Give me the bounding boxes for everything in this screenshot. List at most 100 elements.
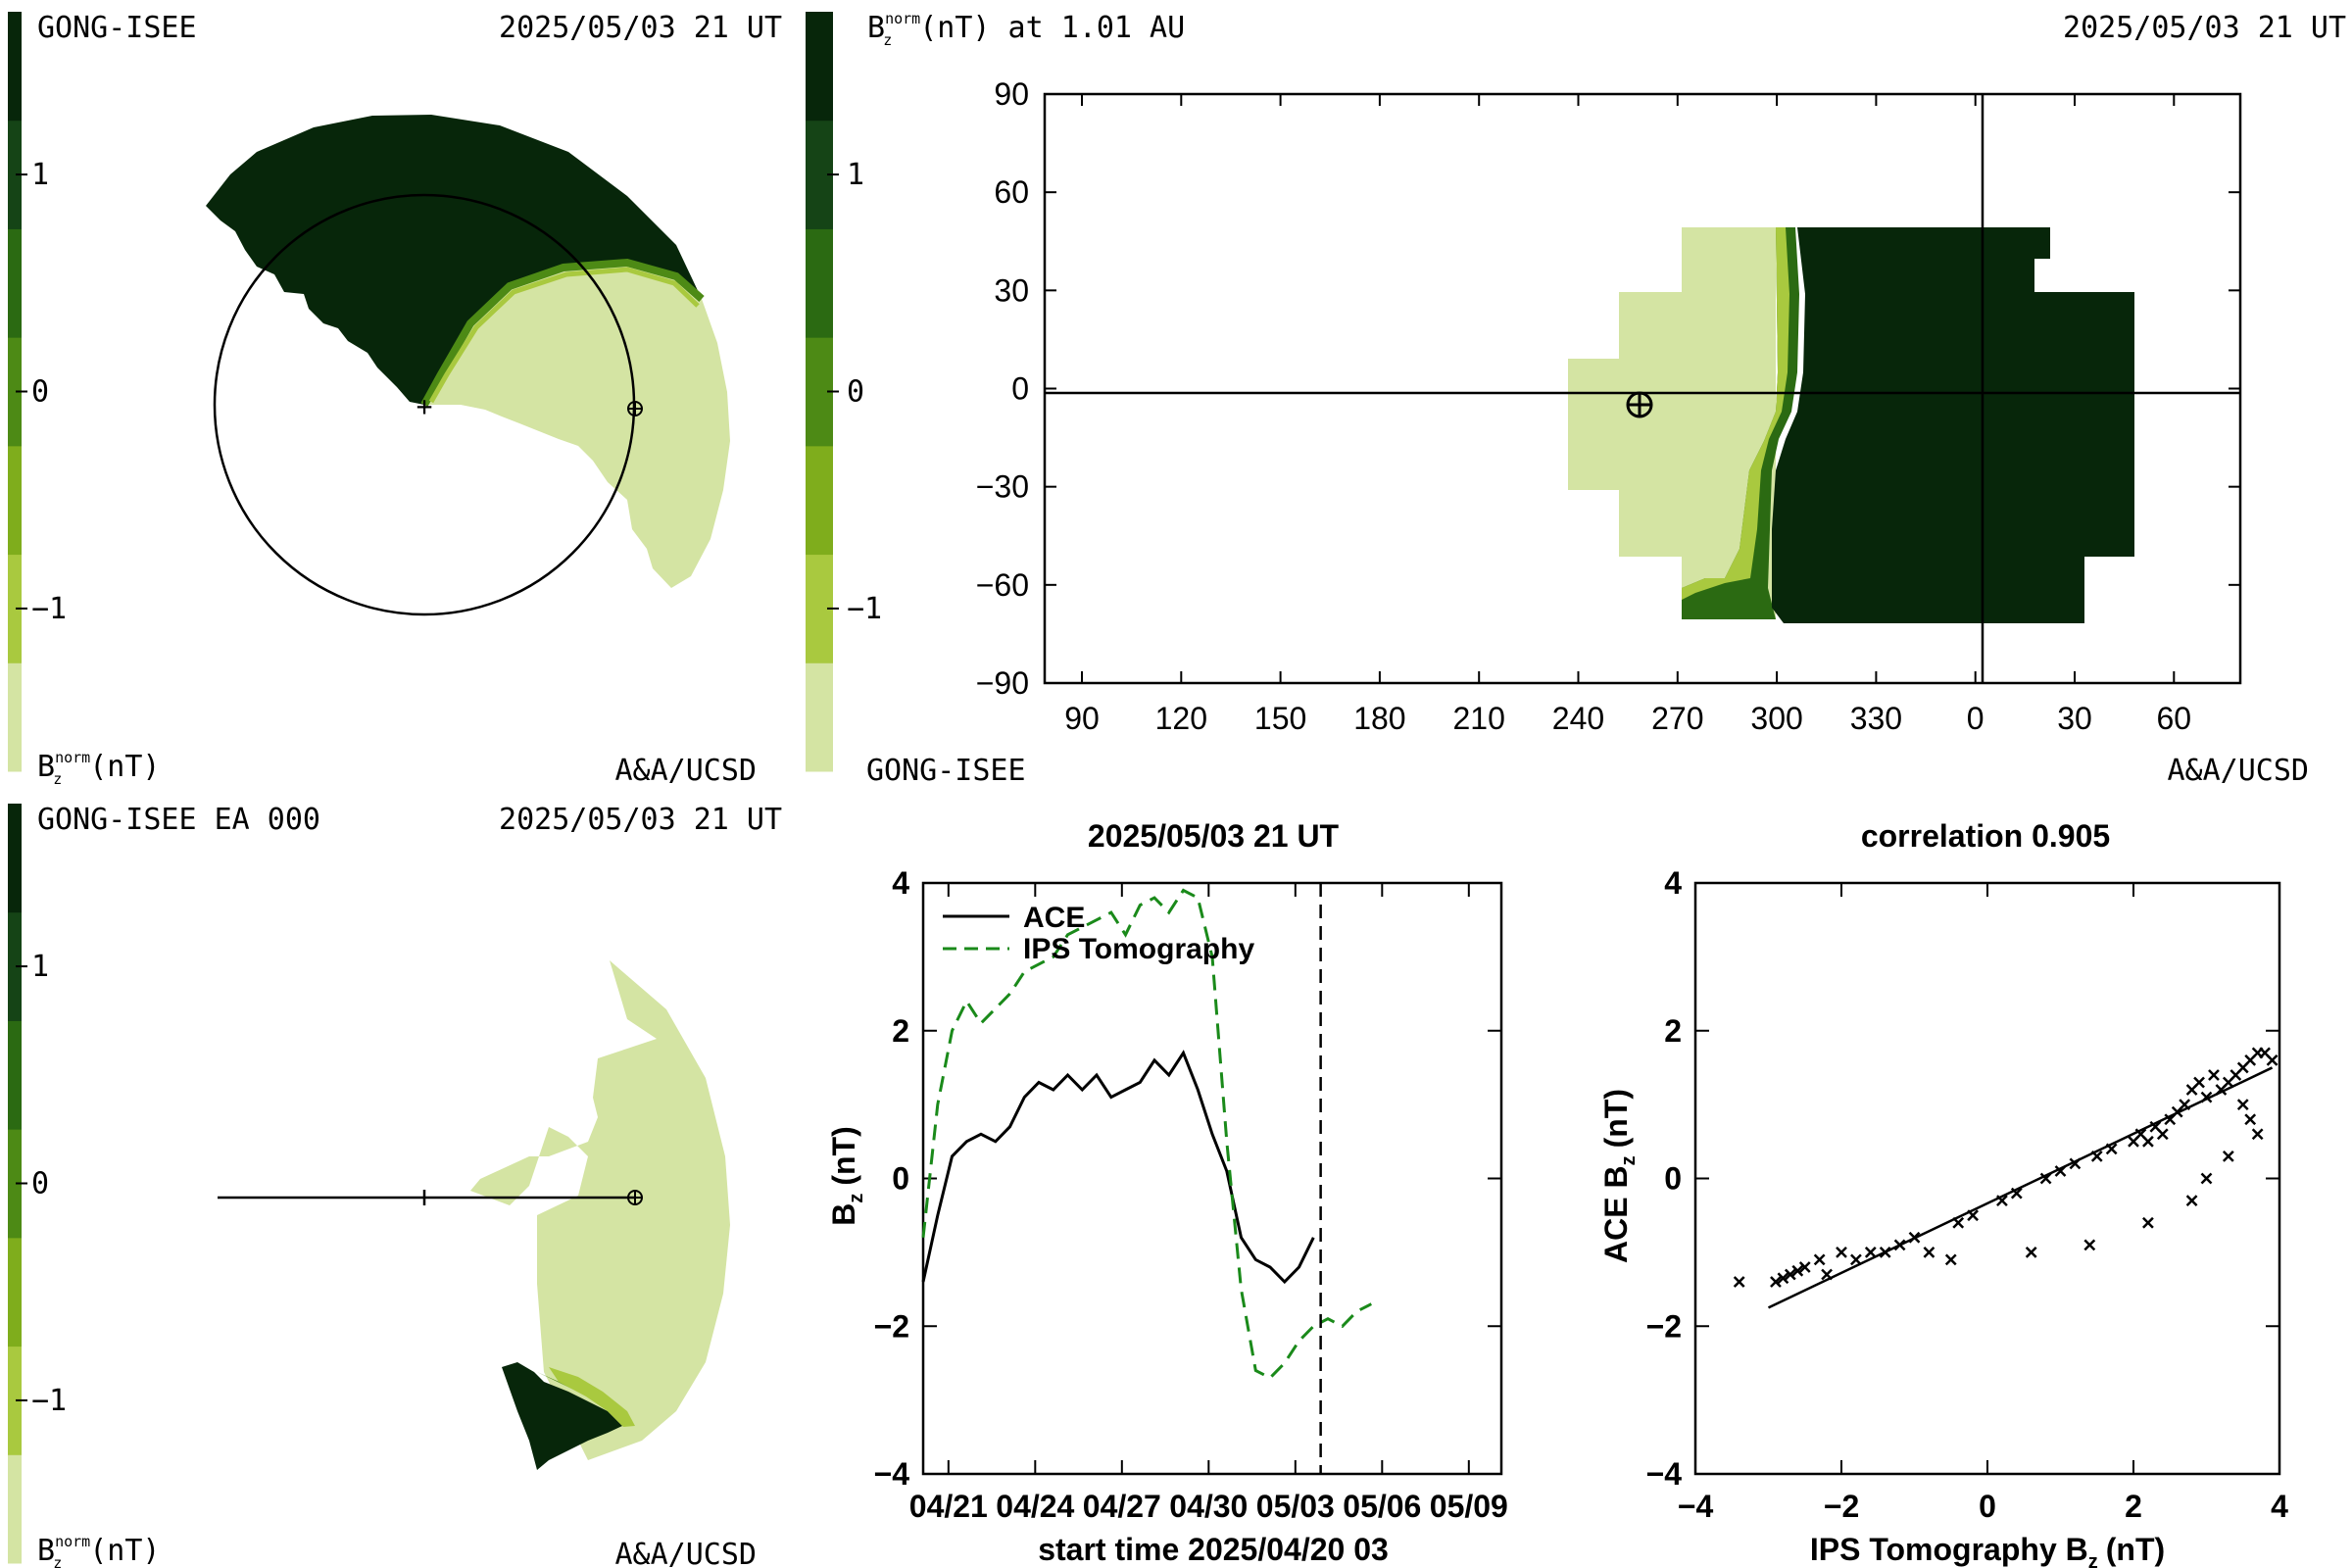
synoptic-dark-region — [1772, 227, 2134, 623]
colorbar-bl-swatch-5 — [8, 911, 22, 1021]
timeseries-y-tick-label: −4 — [874, 1456, 910, 1492]
scatter-point — [2193, 1076, 2205, 1089]
colorbar-bottom-left: 1 0 −1 — [8, 804, 67, 1564]
timeseries-ylabel: Bz(nT) — [826, 1126, 867, 1226]
scatter-point — [2244, 1113, 2257, 1126]
colorbar-bl-swatch-3 — [8, 1129, 22, 1239]
synoptic-x-tick-label: 150 — [1254, 701, 1306, 736]
synoptic-x-tick-label: 120 — [1155, 701, 1207, 736]
synoptic-y-tick-label: −60 — [976, 567, 1029, 603]
colorbar-tl-swatch-2 — [8, 445, 22, 556]
panel-tl-polar-map: + — [206, 115, 730, 616]
legend-label-ace: ACE — [1023, 902, 1085, 934]
synoptic-y-tick-label: −90 — [976, 665, 1029, 701]
colorbar-top-left: 1 0 −1 — [8, 12, 67, 772]
colorbar-bl-tick-label: 0 — [31, 1167, 49, 1201]
panel-bottom-left: 1 0 −1 GONG-ISEE EA 000 2025/05/03 21 UT B… — [8, 803, 782, 1568]
timeseries-series — [921, 888, 1372, 1380]
meridional-map — [218, 960, 730, 1470]
scatter-x-tick-label: −4 — [1678, 1489, 1714, 1524]
timeseries-chart: 2025/05/03 21 UT 4 2 0 −2 −4 04/21 04/24 04/27… — [826, 818, 1508, 1567]
colorbar-tl-swatch-6 — [8, 12, 22, 122]
synoptic-x-tick-label: 300 — [1750, 701, 1802, 736]
colorbar-bl-swatch-1 — [8, 1346, 22, 1455]
scatter-point — [1850, 1253, 1862, 1266]
panel-bl-unit: Bnorm z (nT) — [37, 1533, 160, 1568]
scatter-point — [2090, 1151, 2103, 1162]
colorbar-tl-tick-label: 0 — [31, 375, 49, 410]
panel-tl-date: 2025/05/03 21 UT — [499, 11, 782, 45]
colorbar-tl-swatch-4 — [8, 228, 22, 338]
synoptic-x-tick-label: 330 — [1850, 701, 1902, 736]
scatter-point — [1879, 1246, 1891, 1258]
scatter-point — [2142, 1216, 2154, 1229]
scatter-point — [2054, 1165, 2067, 1177]
colorbar-bl-swatch-6 — [8, 804, 22, 913]
scatter-point — [1791, 1264, 1804, 1277]
series-line-ace — [921, 1050, 1315, 1285]
synoptic-y-ticks: 90 60 30 0 −30 −60 −90 — [976, 76, 2240, 701]
scatter-point — [2266, 1054, 2278, 1066]
colorbar-tr-tick-label: 0 — [847, 375, 864, 410]
colorbar-tl-swatch-3 — [8, 337, 22, 447]
scatter-x-axis: −4 −2 0 2 4 — [1678, 883, 2288, 1524]
scatter-point — [2025, 1246, 2037, 1258]
scatter-point — [1996, 1195, 2008, 1206]
polar-map-dark-region — [206, 115, 702, 405]
scatter-point — [1864, 1246, 1877, 1258]
scatter-y-tick-label: 4 — [1664, 865, 1682, 901]
timeseries-y-tick-label: 2 — [892, 1013, 909, 1049]
scatter-point — [2105, 1143, 2118, 1155]
panel-tr-title: Bnorm z (nT) at 1.01 AU — [867, 10, 1185, 49]
synoptic-x-tick-label: 60 — [2157, 701, 2192, 736]
scatter-chart: correlation 0.905 4 2 0 −2 −4 −4 −2 0 2 4 ACE Bz… — [1598, 818, 2288, 1568]
scatter-y-tick-label: −2 — [1646, 1308, 1682, 1344]
colorbar-tr-swatch-2 — [806, 445, 833, 556]
colorbar-bl-swatch-4 — [8, 1020, 22, 1130]
scatter-point — [2200, 1172, 2213, 1185]
scatter-point — [1813, 1253, 1826, 1266]
polar-map-light-region — [424, 263, 730, 588]
scatter-point — [2179, 1099, 2191, 1111]
timeseries-y-tick-label: 0 — [892, 1161, 909, 1197]
scatter-point — [2200, 1091, 2213, 1103]
scatter-point — [2208, 1069, 2220, 1081]
timeseries-x-tick-label: 04/30 — [1169, 1489, 1248, 1524]
colorbar-bl-tick-label: 1 — [31, 950, 49, 984]
scatter-point — [1908, 1231, 1921, 1244]
scatter-point — [2251, 1128, 2264, 1141]
panel-top-right: 1 0 −1 Bnorm z (nT) at 1.01 AU 2025/05/03 21… — [806, 10, 2346, 788]
synoptic-y-tick-label: 0 — [1011, 371, 1029, 407]
meridional-light-region — [470, 960, 730, 1460]
scatter-x-tick-label: −2 — [1824, 1489, 1859, 1524]
polar-map-transition-band-edge — [428, 267, 700, 404]
timeseries-x-tick-label: 05/09 — [1430, 1489, 1508, 1524]
scatter-title: correlation 0.905 — [1861, 818, 2110, 854]
scatter-point — [1893, 1239, 1906, 1251]
timeseries-x-tick-label: 04/27 — [1083, 1489, 1161, 1524]
meridional-dark-region — [502, 1362, 622, 1470]
timeseries-x-axis: 04/21 04/24 04/27 04/30 05/03 05/06 05/09 — [909, 883, 1508, 1524]
scatter-point — [1836, 1246, 1847, 1258]
scatter-point — [1952, 1216, 1965, 1229]
panel-tr-date: 2025/05/03 21 UT — [2063, 11, 2346, 45]
scatter-point — [2236, 1099, 2249, 1111]
sun-marker: + — [416, 390, 433, 422]
scatter-frame — [1693, 881, 2281, 1476]
timeseries-title: 2025/05/03 21 UT — [1088, 818, 1340, 854]
scatter-y-axis: 4 2 0 −2 −4 — [1646, 865, 2279, 1492]
timeseries-frame — [921, 881, 1503, 1476]
colorbar-tl-swatch-5 — [8, 120, 22, 229]
synoptic-transition — [1682, 227, 1799, 619]
panel-tr-credit: A&A/UCSD — [2168, 754, 2310, 788]
panel-tl-credit: A&A/UCSD — [615, 754, 758, 788]
timeseries-xlabel: start time 2025/04/20 03 — [1038, 1532, 1389, 1567]
scatter-point — [1821, 1268, 1833, 1281]
synoptic-light-region — [1568, 227, 1776, 619]
synoptic-transition-light — [1682, 227, 1789, 600]
scatter-point — [1770, 1276, 1782, 1288]
synoptic-x-tick-label: 270 — [1651, 701, 1703, 736]
timeseries-y-axis: 4 2 0 −2 −4 — [874, 865, 1501, 1492]
scatter-y-tick-label: 2 — [1664, 1013, 1682, 1049]
